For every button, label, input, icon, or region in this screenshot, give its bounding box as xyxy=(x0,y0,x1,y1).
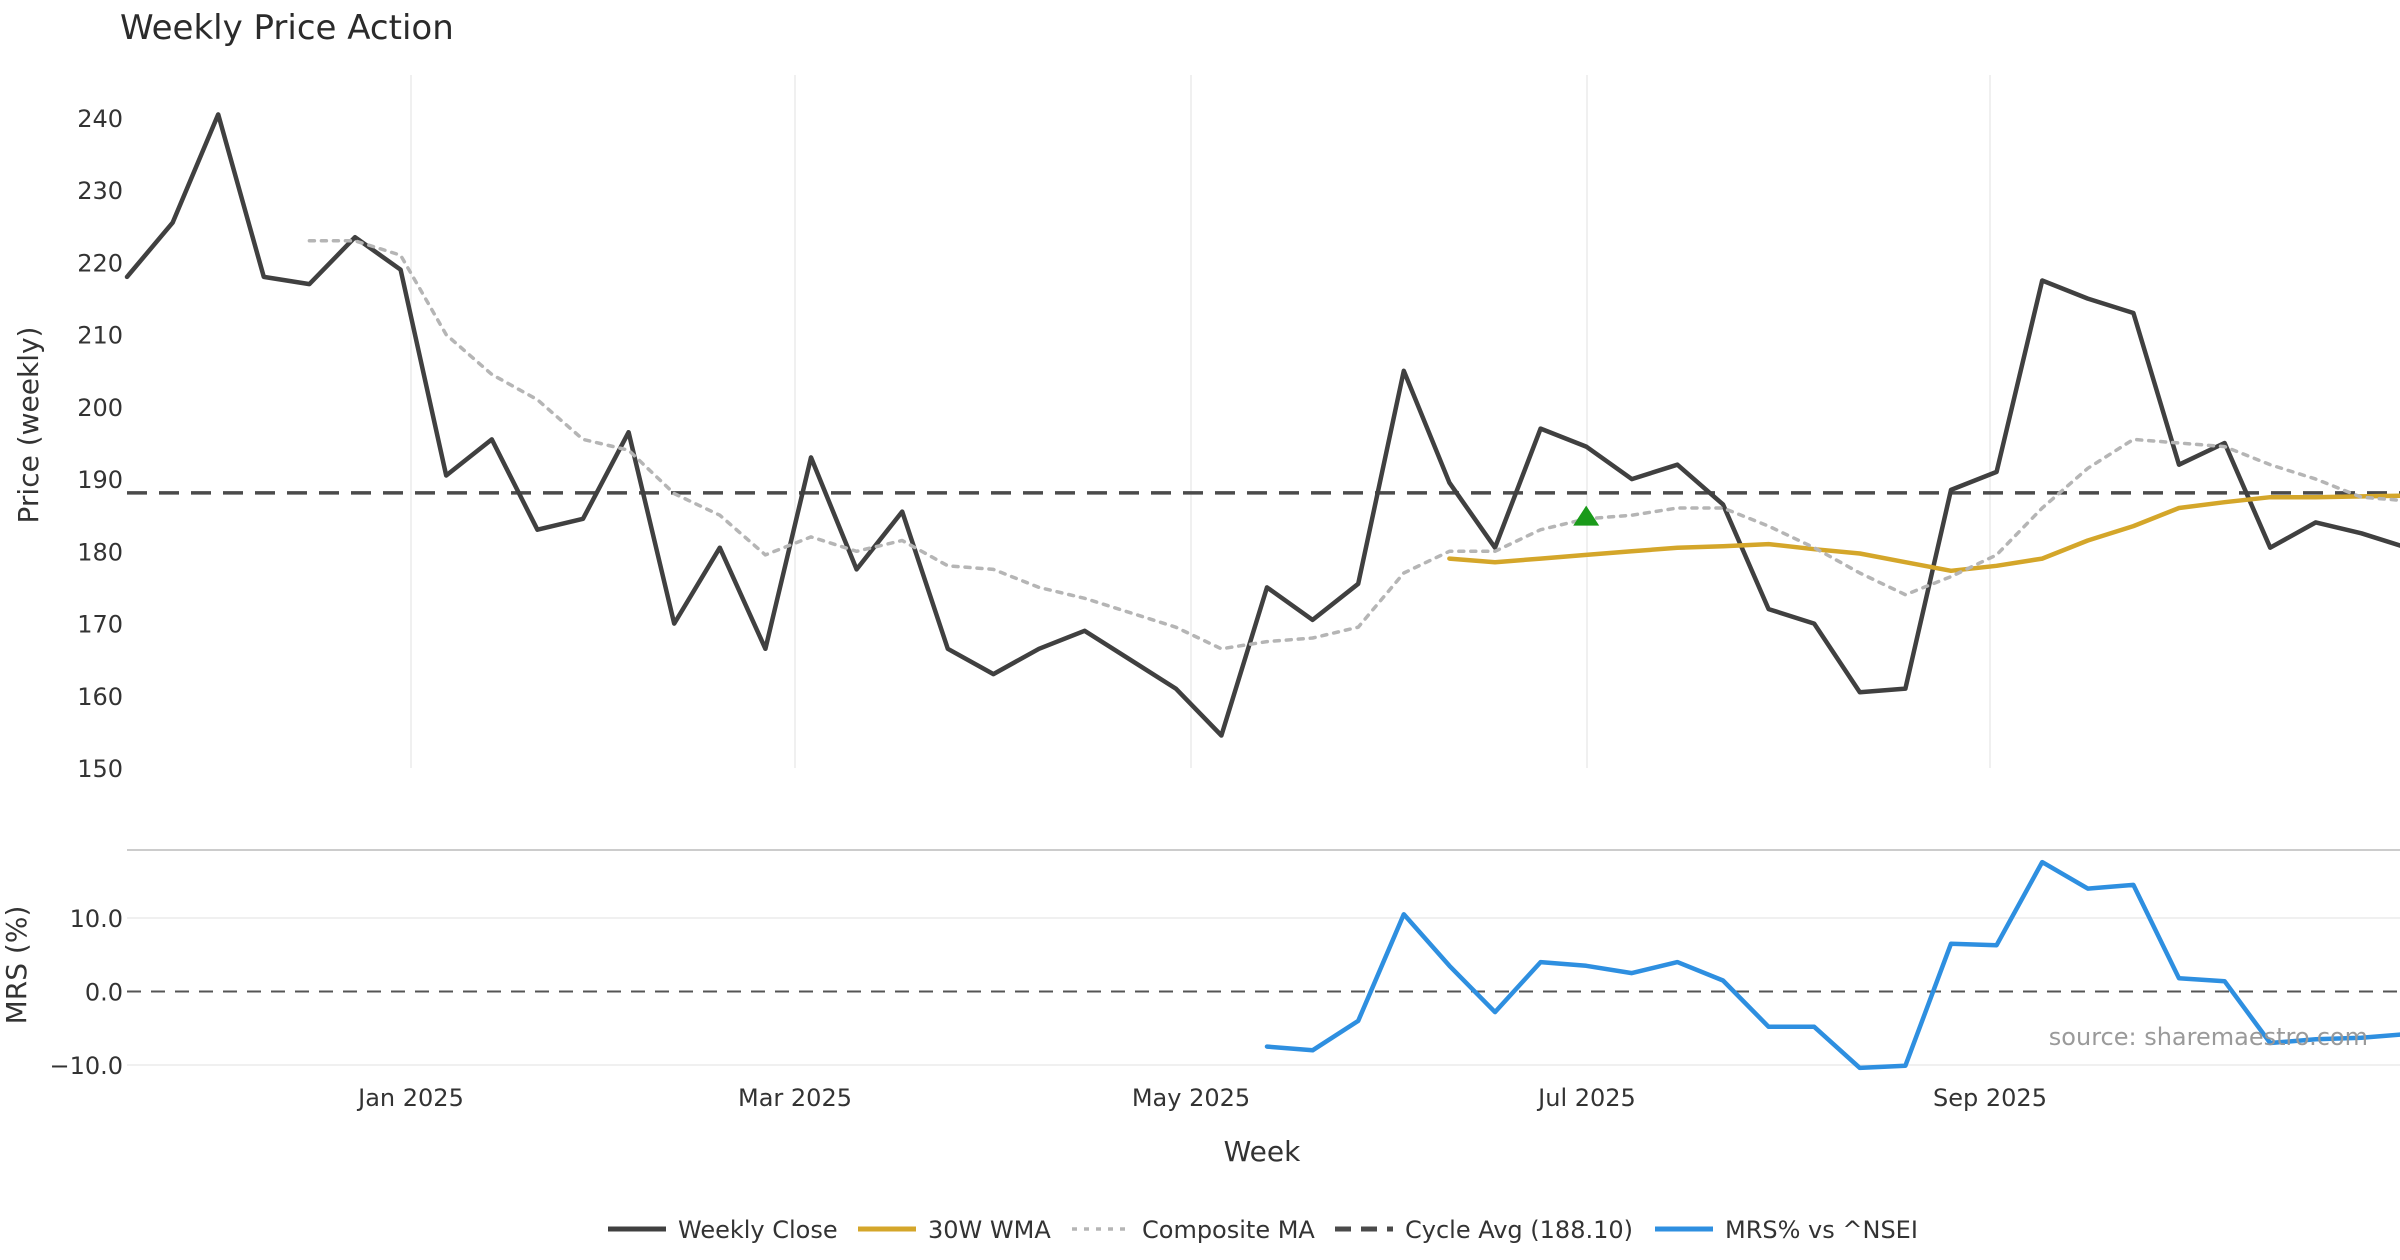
price-y-tick-label: 190 xyxy=(77,466,123,494)
30w-wma-line xyxy=(1447,493,2400,574)
price-y-tick-label: 170 xyxy=(77,611,123,639)
legend-label: Cycle Avg (188.10) xyxy=(1405,1216,1633,1244)
tick-layer: Jan 2025 Mar 2025 May 2025 Jul 2025 Sep 2025… xyxy=(49,105,2047,1112)
price-y-tick-label: 180 xyxy=(77,538,123,566)
x-tick-label: May 2025 xyxy=(1132,1084,1250,1112)
series-layer xyxy=(124,112,2400,1071)
price-y-tick-label: 240 xyxy=(77,105,123,133)
price-y-tick-label: 230 xyxy=(77,177,123,205)
mrs-y-tick-label: −10.0 xyxy=(49,1052,123,1080)
price-y-tick-label: 150 xyxy=(77,755,123,783)
mrs-y-tick-label: 10.0 xyxy=(70,905,123,933)
reference-lines xyxy=(127,491,2400,993)
grid-layer xyxy=(127,75,2400,1066)
price-y-tick-label: 210 xyxy=(77,322,123,350)
weekly-close-line xyxy=(124,112,2400,738)
x-axis-label: Week xyxy=(1224,1135,1301,1168)
x-tick-label: Jan 2025 xyxy=(356,1084,464,1112)
source-watermark: source: sharemaestro.com xyxy=(2049,1023,2368,1051)
x-tick-label: Jul 2025 xyxy=(1536,1084,1636,1112)
legend-label: 30W WMA xyxy=(928,1216,1051,1244)
price-y-axis-label: Price (weekly) xyxy=(12,327,45,524)
price-y-tick-label: 220 xyxy=(77,249,123,277)
mrs-y-axis-label: MRS (%) xyxy=(0,906,33,1025)
legend-label: Weekly Close xyxy=(678,1216,838,1244)
price-y-tick-label: 200 xyxy=(77,394,123,422)
x-tick-label: Sep 2025 xyxy=(1933,1084,2047,1112)
chart-title: Weekly Price Action xyxy=(120,8,454,48)
mrs-y-tick-label: 0.0 xyxy=(85,979,123,1007)
price-y-tick-label: 160 xyxy=(77,683,123,711)
legend-label: Composite MA xyxy=(1142,1216,1315,1244)
legend-label: MRS% vs ^NSEI xyxy=(1725,1216,1918,1244)
x-tick-label: Mar 2025 xyxy=(738,1084,852,1112)
legend: Weekly Close 30W WMA Composite MA Cycle Avg… xyxy=(608,1216,1918,1244)
mrs-vs-nsei-line xyxy=(1264,859,2400,1071)
buy-signal-triangle xyxy=(1573,505,1600,526)
marker-layer xyxy=(1573,505,1600,526)
composite-ma-line xyxy=(307,239,2400,651)
